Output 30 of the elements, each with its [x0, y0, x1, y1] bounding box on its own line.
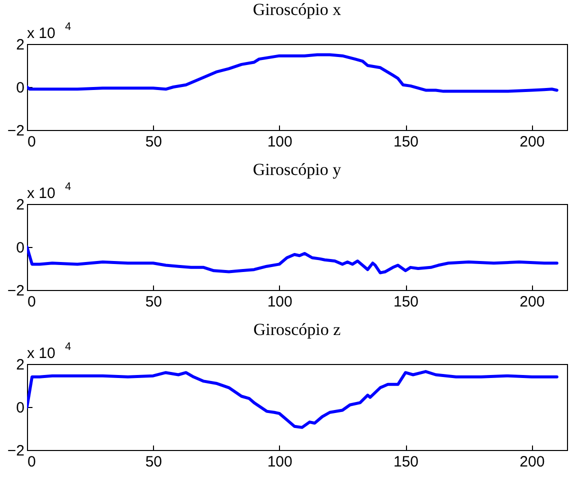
- y-tick-label: 0: [16, 80, 24, 96]
- y-tick-label: 0: [16, 400, 24, 416]
- x-tick-label: 150: [393, 134, 419, 150]
- line-series: [27, 246, 558, 274]
- x-tick-label: 50: [145, 134, 162, 150]
- x-tick-label: 200: [520, 134, 545, 150]
- y-tick-label: 2: [16, 356, 24, 374]
- x-tick-label: 150: [393, 454, 419, 470]
- y-tick-label: 2: [16, 36, 24, 54]
- chart-title: Giroscópio y: [252, 160, 342, 179]
- y-tick-label: −2: [7, 282, 24, 300]
- line-series: [27, 370, 558, 429]
- y-tick-label: 0: [16, 240, 24, 256]
- x-tick-label: 100: [267, 294, 292, 310]
- x-tick-label: 100: [267, 454, 292, 470]
- y-tick-label: 2: [16, 196, 24, 214]
- x-tick-label: 200: [520, 294, 545, 310]
- x-tick-label: 0: [28, 134, 36, 150]
- y-tick-label: −2: [7, 122, 24, 140]
- x-tick-label: 50: [145, 294, 162, 310]
- chart-title: Giroscópio z: [253, 320, 342, 339]
- x-tick-label: 0: [28, 454, 36, 470]
- x-tick-label: 200: [520, 454, 545, 470]
- chart-title: Giroscópio x: [252, 0, 342, 19]
- x-tick-label: 50: [145, 454, 162, 470]
- x-tick-label: 150: [393, 294, 419, 310]
- x-tick-label: 0: [28, 294, 36, 310]
- line-series: [27, 53, 558, 93]
- y-tick-label: −2: [7, 442, 24, 460]
- x-tick-label: 100: [267, 134, 292, 150]
